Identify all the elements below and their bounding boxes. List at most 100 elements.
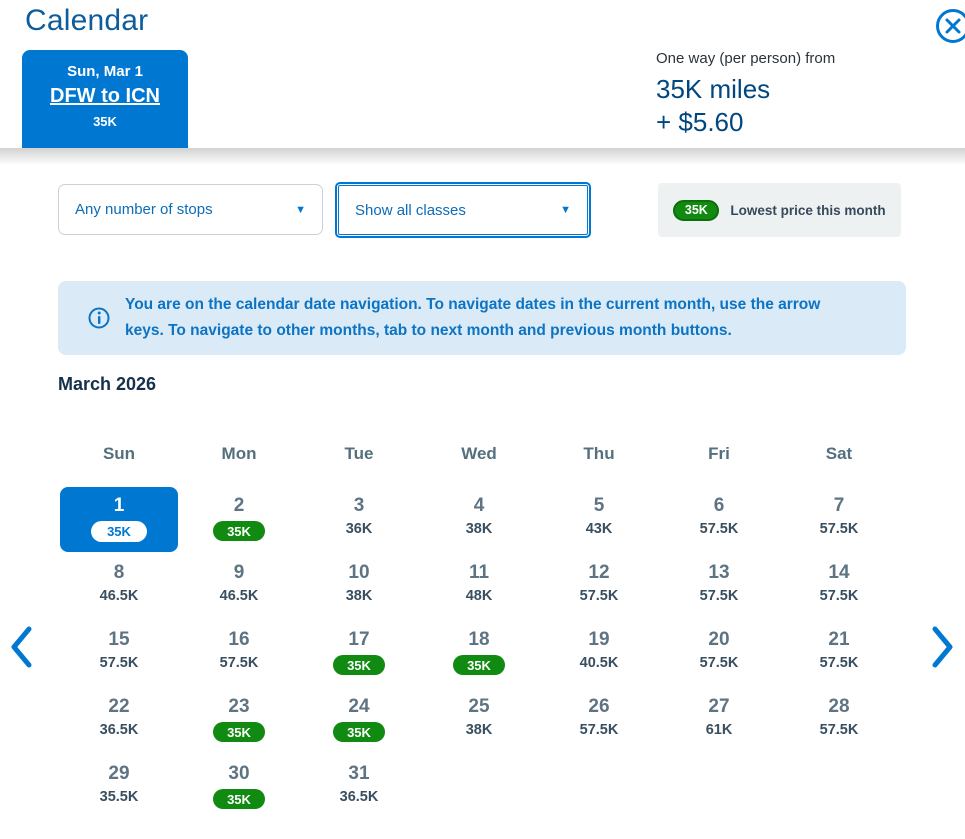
day-price: 57.5K [819, 722, 859, 738]
weekday-label: Sun [102, 444, 136, 463]
day-number: 14 [828, 562, 850, 583]
calendar-day-20[interactable]: 20 57.5K [659, 620, 779, 687]
day-number: 23 [228, 696, 250, 717]
day-number: 18 [468, 629, 490, 650]
calendar-day-8[interactable]: 8 46.5K [59, 553, 179, 620]
stops-dropdown[interactable]: Any number of stops ▼ [58, 184, 323, 235]
calendar-day-3[interactable]: 3 36K [299, 486, 419, 553]
selected-day-tile: 1 35K [60, 487, 178, 552]
trip-tab-route: DFW to ICN [50, 85, 160, 107]
lowest-price-pill: 35K [333, 722, 385, 742]
price-summary-miles: 35K miles [656, 74, 771, 104]
calendar-day-25[interactable]: 25 38K [419, 687, 539, 754]
lowest-price-label: Lowest price this month [730, 202, 886, 218]
day-price: 43K [585, 521, 613, 537]
chevron-left-icon [11, 626, 32, 668]
info-icon [88, 307, 110, 329]
day-price: 57.5K [579, 588, 619, 604]
day-number: 13 [708, 562, 730, 583]
calendar-day-10[interactable]: 10 38K [299, 553, 419, 620]
day-number: 3 [353, 495, 365, 516]
day-price: 48K [465, 588, 493, 604]
calendar-day-7[interactable]: 7 57.5K [779, 486, 899, 553]
calendar-day-28[interactable]: 28 57.5K [779, 687, 899, 754]
day-price: 38K [345, 588, 373, 604]
calendar-day-31[interactable]: 31 36.5K [299, 754, 419, 821]
calendar-day-14[interactable]: 14 57.5K [779, 553, 899, 620]
calendar-day-5[interactable]: 5 43K [539, 486, 659, 553]
day-number: 19 [588, 629, 610, 650]
lowest-price-legend: 35K Lowest price this month [658, 183, 901, 237]
price-summary-label: One way (per person) from [656, 50, 836, 67]
calendar-day-13[interactable]: 13 57.5K [659, 553, 779, 620]
weekday-label: Fri [708, 444, 730, 463]
day-price: 35.5K [99, 789, 139, 805]
chevron-down-icon: ▼ [295, 203, 306, 216]
calendar-day-21[interactable]: 21 57.5K [779, 620, 899, 687]
calendar-day-26[interactable]: 26 57.5K [539, 687, 659, 754]
calendar-day-9[interactable]: 9 46.5K [179, 553, 299, 620]
trip-tab[interactable]: Sun, Mar 1 DFW to ICN 35K [22, 50, 188, 148]
classes-dropdown-value: Show all classes [355, 201, 466, 219]
previous-month-button[interactable] [3, 623, 39, 673]
weekday-label: Mon [221, 444, 257, 463]
close-button[interactable] [934, 7, 965, 47]
day-price: 46.5K [219, 588, 259, 604]
day-number: 4 [473, 495, 485, 516]
day-number: 16 [228, 629, 250, 650]
trip-tab-price: 35K [93, 114, 117, 129]
chevron-right-icon [932, 626, 953, 668]
calendar-day-27[interactable]: 27 61K [659, 687, 779, 754]
price-summary-taxes: + $5.60 [656, 107, 744, 137]
day-price: 57.5K [219, 655, 259, 671]
day-number: 24 [348, 696, 370, 717]
calendar-day-16[interactable]: 16 57.5K [179, 620, 299, 687]
calendar-day-19[interactable]: 19 40.5K [539, 620, 659, 687]
weekday-header-row: Sun Mon Tue Wed Thu Fri Sat [59, 440, 899, 486]
day-number: 10 [348, 562, 370, 583]
selected-price-pill: 35K [91, 521, 147, 542]
day-number: 22 [108, 696, 130, 717]
day-number: 29 [108, 763, 130, 784]
day-price: 38K [465, 521, 493, 537]
calendar-day-6[interactable]: 6 57.5K [659, 486, 779, 553]
calendar-day-12[interactable]: 12 57.5K [539, 553, 659, 620]
keyboard-navigation-info-banner: You are on the calendar date navigation.… [58, 281, 906, 355]
calendar-day-15[interactable]: 15 57.5K [59, 620, 179, 687]
day-price: 40.5K [579, 655, 619, 671]
calendar-day-4[interactable]: 4 38K [419, 486, 539, 553]
day-number: 25 [468, 696, 490, 717]
calendar-day-17[interactable]: 17 35K [299, 620, 419, 687]
calendar-day-11[interactable]: 11 48K [419, 553, 539, 620]
day-price: 57.5K [99, 655, 139, 671]
next-month-button[interactable] [925, 623, 961, 673]
calendar-day-22[interactable]: 22 36.5K [59, 687, 179, 754]
day-number: 28 [828, 696, 850, 717]
calendar-day-24[interactable]: 24 35K [299, 687, 419, 754]
close-icon [936, 9, 965, 43]
calendar-day-30[interactable]: 30 35K [179, 754, 299, 821]
day-price: 36.5K [99, 722, 139, 738]
classes-dropdown[interactable]: Show all classes ▼ [335, 182, 591, 238]
calendar-day-1[interactable]: 1 35K [59, 486, 179, 553]
price-summary: One way (per person) from 35K miles + $5… [656, 50, 835, 138]
lowest-price-pill: 35K [453, 655, 505, 675]
day-price: 36.5K [339, 789, 379, 805]
calendar-day-2[interactable]: 2 35K [179, 486, 299, 553]
weekday-label: Thu [583, 444, 615, 463]
calendar-day-29[interactable]: 29 35.5K [59, 754, 179, 821]
calendar-day-23[interactable]: 23 35K [179, 687, 299, 754]
day-number: 15 [108, 629, 130, 650]
info-banner-text: You are on the calendar date navigation.… [125, 296, 821, 339]
day-price: 61K [705, 722, 733, 738]
page-title: Calendar [25, 4, 149, 37]
day-price: 57.5K [819, 521, 859, 537]
calendar-day-18[interactable]: 18 35K [419, 620, 539, 687]
weekday-label: Sat [825, 444, 853, 463]
day-number: 5 [593, 495, 605, 516]
header-shadow-divider [0, 148, 965, 165]
day-number: 7 [833, 495, 845, 516]
lowest-price-pill: 35K [333, 655, 385, 675]
chevron-down-icon: ▼ [560, 204, 571, 216]
